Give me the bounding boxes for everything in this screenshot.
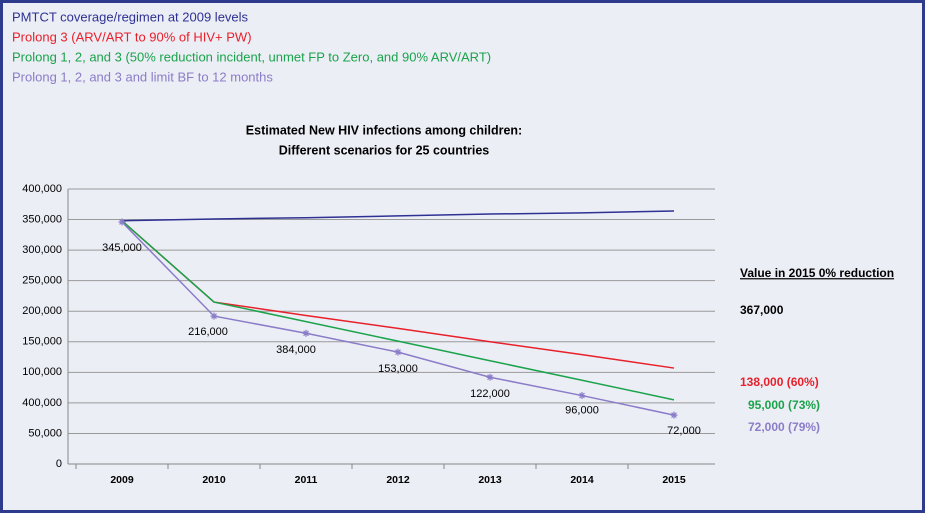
legend-entry: Prolong 3 (ARV/ART to 90% of HIV+ PW) (12, 29, 252, 44)
point-marker (118, 218, 126, 226)
point-label: 345,000 (102, 242, 142, 254)
x-tick-label: 2010 (202, 474, 226, 486)
point-marker (578, 392, 586, 400)
legend-entry: PMTCT coverage/regimen at 2009 levels (12, 9, 249, 24)
chart-title: Different scenarios for 25 countries (279, 143, 490, 157)
y-tick-label: 350,000 (22, 213, 62, 225)
point-label: 122,000 (470, 388, 510, 400)
series-line (121, 220, 675, 401)
x-tick-label: 2014 (570, 474, 594, 486)
chart-title: Estimated New HIV infections among child… (246, 123, 522, 137)
side-value: 95,000 (73%) (748, 398, 820, 412)
series-line (121, 210, 675, 222)
point-label: 216,000 (188, 326, 228, 338)
y-tick-label: 300,000 (22, 244, 62, 256)
y-tick-label: 150,000 (22, 336, 62, 348)
x-tick-label: 2015 (662, 474, 686, 486)
point-marker (486, 373, 494, 381)
x-tick-label: 2009 (110, 474, 134, 486)
point-label: 96,000 (565, 404, 599, 416)
point-marker (670, 411, 678, 419)
legend-entry: Prolong 1, 2, and 3 (50% reduction incid… (12, 49, 491, 64)
side-value: 72,000 (79%) (748, 420, 820, 434)
point-marker (394, 348, 402, 356)
x-tick-label: 2012 (386, 474, 410, 486)
x-tick-label: 2013 (478, 474, 502, 486)
y-tick-label: 0 (56, 458, 62, 470)
y-tick-label: 250,000 (22, 275, 62, 287)
point-label: 384,000 (276, 344, 316, 356)
y-tick-label: 50,000 (28, 427, 62, 439)
side-value: 138,000 (60%) (740, 375, 819, 389)
point-label: 153,000 (378, 363, 418, 375)
point-marker (210, 312, 218, 320)
y-tick-label: 400,000 (22, 183, 62, 195)
point-marker (302, 329, 310, 337)
y-tick-label: 200,000 (22, 305, 62, 317)
side-value: 367,000 (740, 303, 784, 317)
y-tick-label: 100,000 (22, 366, 62, 378)
side-heading: Value in 2015 0% reduction (740, 266, 894, 280)
y-tick-label: 400,000 (22, 397, 62, 409)
legend-entry: Prolong 1, 2, and 3 and limit BF to 12 m… (12, 69, 273, 84)
x-tick-label: 2011 (295, 474, 318, 486)
point-label: 72,000 (667, 425, 701, 437)
